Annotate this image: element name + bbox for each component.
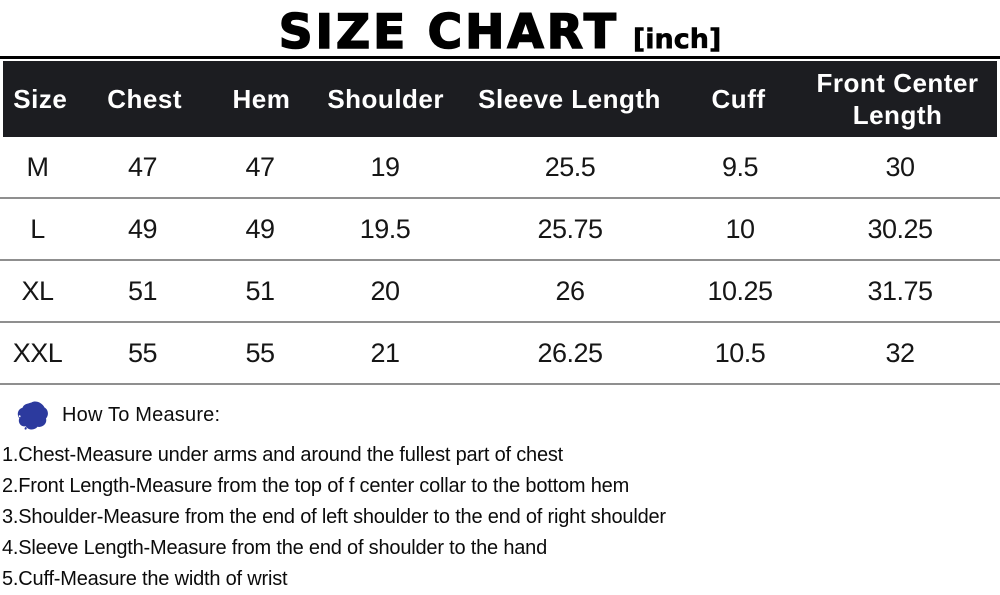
sleeve-length-value: 25.5 (544, 151, 596, 182)
size-label: L (30, 213, 45, 244)
cuff-value: 10.5 (714, 337, 766, 368)
shoulder-value: 21 (370, 337, 400, 368)
cuff-value: 10 (725, 213, 755, 244)
hem-value: 55 (245, 337, 275, 368)
title-divider (0, 56, 1000, 59)
cuff-value: 10.25 (707, 275, 773, 306)
shoulder-value: 19 (370, 151, 400, 182)
shoulder-value: 19.5 (359, 213, 411, 244)
size-table: Size Chest Hem Shoulder Sleeve Length Cu… (0, 61, 1000, 385)
shoulder-value: 20 (370, 275, 400, 306)
measure-step-4: 4.Sleeve Length-Measure from the end of … (2, 537, 548, 559)
sleeve-length-value: 25.75 (537, 213, 603, 244)
paint-splat-icon (17, 401, 48, 430)
table-row-m: M 47 47 19 25.5 9.5 30 (0, 137, 1000, 199)
column-header-shoulder: Shoulder (327, 83, 444, 114)
measure-step-2: 2.Front Length-Measure from the top of f… (2, 475, 630, 497)
measure-step-1: 1.Chest-Measure under arms and around th… (2, 444, 564, 466)
size-label: M (26, 151, 50, 182)
cuff-value: 9.5 (721, 151, 759, 182)
unit-label: [inch] (632, 24, 722, 56)
sleeve-length-value: 26.25 (537, 337, 603, 368)
how-to-measure-label: How To Measure: (62, 403, 221, 426)
chest-value: 47 (127, 151, 158, 182)
front-center-length-value: 32 (885, 337, 915, 368)
size-label: XL (21, 275, 54, 306)
column-header-cuff: Cuff (711, 83, 766, 114)
hem-value: 47 (245, 151, 275, 182)
front-center-length-value: 30.25 (867, 213, 933, 244)
measure-step-3: 3.Shoulder-Measure from the end of left … (2, 506, 666, 528)
table-row-xl: XL 51 51 20 26 10.25 31.75 (0, 261, 1000, 323)
table-header-row: Size Chest Hem Shoulder Sleeve Length Cu… (3, 61, 997, 137)
table-row-xxl: XXL 55 55 21 26.25 10.5 32 (0, 323, 1000, 385)
chest-value: 55 (127, 337, 158, 368)
column-header-size: Size (13, 83, 68, 114)
column-header-front-center-length: Front Center Length (816, 67, 979, 131)
chest-value: 49 (127, 213, 158, 244)
measure-steps: 1.Chest-Measure under arms and around th… (0, 440, 1000, 595)
column-header-chest: Chest (107, 83, 183, 114)
measure-step-5: 5.Cuff-Measure the width of wrist (2, 568, 288, 590)
table-row-l: L 49 49 19.5 25.75 10 30.25 (0, 199, 1000, 261)
hem-value: 51 (245, 275, 275, 306)
column-header-sleeve-length: Sleeve Length (478, 83, 661, 114)
front-center-length-value: 30 (885, 151, 915, 182)
sleeve-length-value: 26 (555, 275, 585, 306)
chest-value: 51 (127, 275, 158, 306)
column-header-hem: Hem (232, 83, 291, 114)
how-to-measure-heading: How To Measure: (0, 399, 1000, 431)
page-title: SIZE CHART [inch] (0, 0, 1000, 60)
hem-value: 49 (245, 213, 275, 244)
size-label: XXL (12, 337, 63, 368)
size-chart-title: SIZE CHART (278, 4, 619, 60)
front-center-length-value: 31.75 (867, 275, 933, 306)
